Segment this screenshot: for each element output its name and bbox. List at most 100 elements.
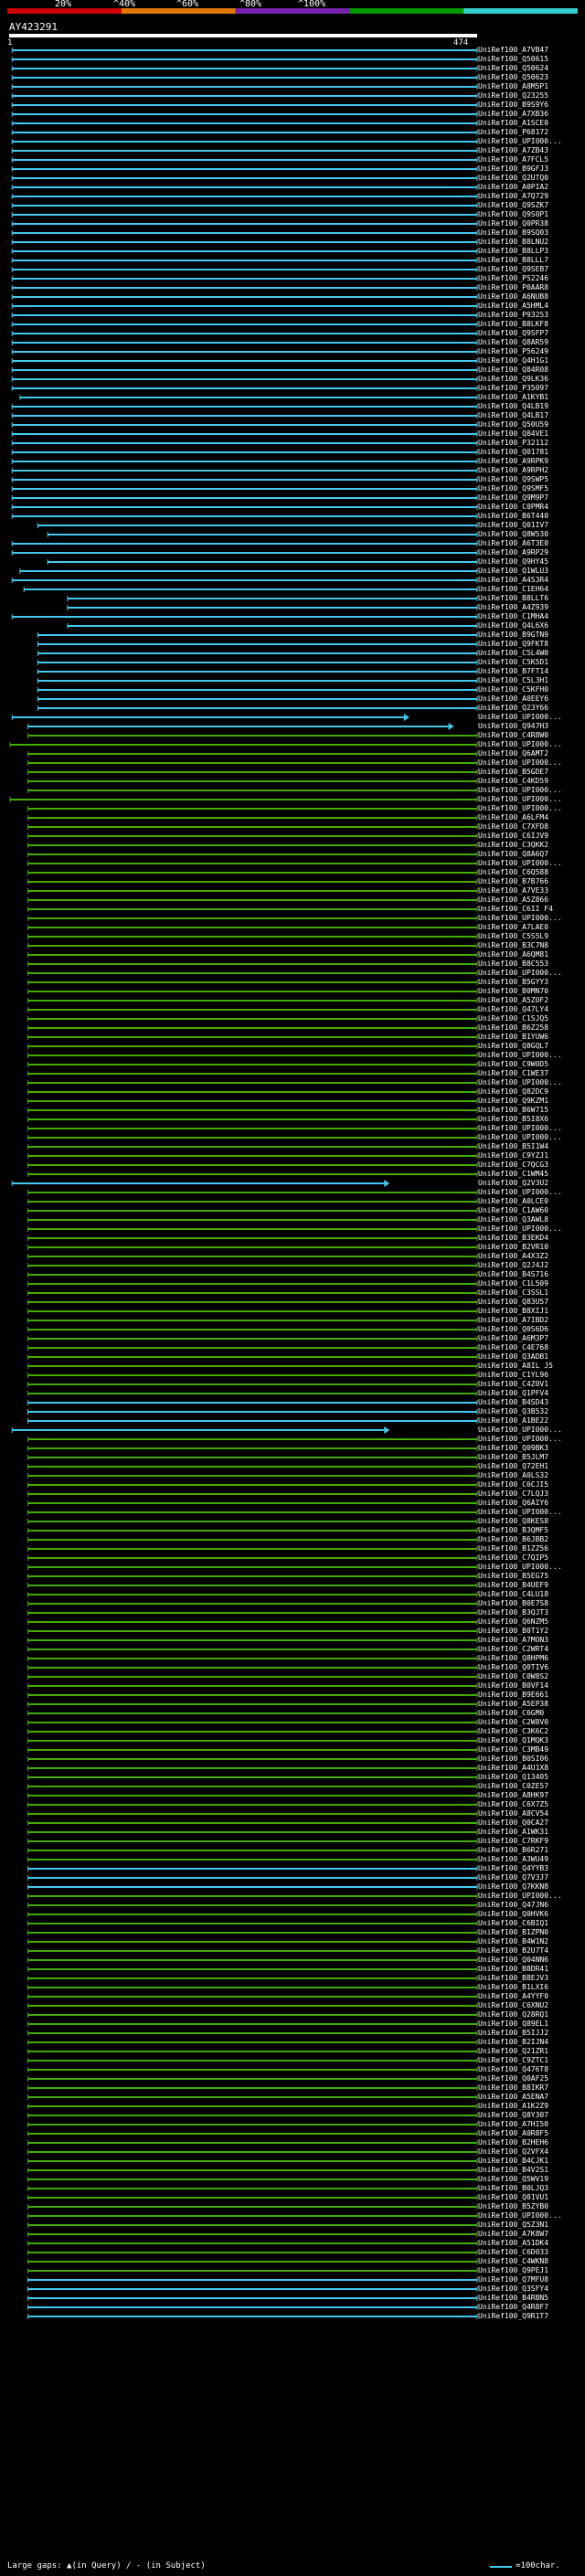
alignment-row[interactable]: [27, 1985, 478, 1990]
hit-label[interactable]: UniRef100_Q9M9P7: [478, 493, 549, 502]
hit-label[interactable]: UniRef100_Q8KES8: [478, 1517, 549, 1525]
hit-label[interactable]: UniRef100_B5JLM7: [478, 1453, 549, 1461]
hit-label[interactable]: UniRef100_A4Z939: [478, 603, 549, 611]
hit-label[interactable]: UniRef100_B7FT14: [478, 667, 549, 675]
hit-label[interactable]: UniRef100_C9YZJ1: [478, 1151, 549, 1160]
hit-label[interactable]: UniRef100_C4LU18: [478, 1590, 549, 1598]
alignment-row[interactable]: [27, 1108, 478, 1113]
alignment-row[interactable]: [11, 349, 478, 355]
hit-label[interactable]: UniRef100_Q47JN6: [478, 1901, 549, 1909]
hit-label[interactable]: UniRef100_UPI000...: [478, 804, 562, 812]
alignment-row[interactable]: [9, 797, 478, 802]
alignment-row[interactable]: [11, 157, 478, 163]
alignment-row[interactable]: [27, 2231, 478, 2237]
alignment-row[interactable]: [27, 1053, 478, 1058]
hit-label[interactable]: UniRef100_P32112: [478, 439, 549, 447]
alignment-row[interactable]: [37, 678, 478, 684]
hit-label[interactable]: UniRef100_A7XB36: [478, 110, 549, 118]
alignment-row[interactable]: [27, 2286, 478, 2292]
alignment-row[interactable]: [27, 1482, 478, 1488]
hit-label[interactable]: UniRef100_Q0HVK6: [478, 1910, 549, 1918]
hit-label[interactable]: UniRef100_Q8A6Q7: [478, 850, 549, 858]
alignment-row[interactable]: [27, 1281, 478, 1287]
alignment-row[interactable]: [27, 1418, 478, 1424]
alignment-row[interactable]: [27, 806, 478, 811]
hit-label[interactable]: UniRef100_C6IJV9: [478, 832, 549, 840]
hit-label[interactable]: UniRef100_C1SJQ5: [478, 1014, 549, 1023]
hit-label[interactable]: UniRef100_B9SQ03: [478, 228, 549, 237]
alignment-row[interactable]: [19, 395, 478, 400]
alignment-row[interactable]: [27, 1299, 478, 1305]
alignment-row[interactable]: [27, 1592, 478, 1597]
hit-label[interactable]: UniRef100_B8LLT6: [478, 594, 549, 602]
hit-label[interactable]: UniRef100_UPI000...: [478, 713, 562, 721]
hit-label[interactable]: UniRef100_B2U7T4: [478, 1946, 549, 1955]
hit-label[interactable]: UniRef100_B3QMF5: [478, 1526, 549, 1534]
alignment-row[interactable]: [11, 48, 478, 53]
alignment-row[interactable]: [11, 1180, 390, 1187]
alignment-row[interactable]: [27, 1190, 478, 1195]
alignment-row[interactable]: [27, 1199, 478, 1204]
hit-label[interactable]: UniRef100_Q01781: [478, 448, 549, 456]
hit-label[interactable]: UniRef100_C3QKK2: [478, 841, 549, 849]
hit-label[interactable]: UniRef100_B5I8X6: [478, 1115, 549, 1123]
hit-label[interactable]: UniRef100_A1K2Z9: [478, 2102, 549, 2110]
alignment-row[interactable]: [27, 1473, 478, 1479]
alignment-row[interactable]: [27, 2030, 478, 2036]
alignment-row[interactable]: [27, 2049, 478, 2054]
alignment-row[interactable]: [27, 2067, 478, 2072]
hit-label[interactable]: UniRef100_Q50623: [478, 73, 549, 81]
alignment-row[interactable]: [27, 970, 478, 976]
hit-label[interactable]: UniRef100_B8XIJ1: [478, 1307, 549, 1315]
hit-label[interactable]: UniRef100_Q2J4J2: [478, 1261, 549, 1269]
alignment-row[interactable]: [27, 989, 478, 994]
hit-label[interactable]: UniRef100_C5L3H1: [478, 676, 549, 684]
hit-label[interactable]: UniRef100_Q82DC9: [478, 1087, 549, 1096]
alignment-row[interactable]: [27, 897, 478, 903]
hit-label[interactable]: UniRef100_Q5Z3N1: [478, 2221, 549, 2229]
alignment-row[interactable]: [11, 75, 478, 80]
alignment-row[interactable]: [27, 1711, 478, 1716]
alignment-row[interactable]: [11, 440, 478, 446]
hit-label[interactable]: UniRef100_C6CJI5: [478, 1480, 549, 1489]
hit-label[interactable]: UniRef100_B0E7S8: [478, 1599, 549, 1607]
hit-label[interactable]: UniRef100_C1WE37: [478, 1069, 549, 1077]
hit-label[interactable]: UniRef100_Q5WV19: [478, 2175, 549, 2183]
hit-label[interactable]: UniRef100_Q9SZK7: [478, 201, 549, 209]
hit-label[interactable]: UniRef100_Q01IV7: [478, 521, 549, 529]
hit-label[interactable]: UniRef100_UPI000...: [478, 1563, 562, 1571]
alignment-row[interactable]: [27, 1583, 478, 1588]
alignment-row[interactable]: [11, 148, 478, 154]
alignment-row[interactable]: [27, 1793, 478, 1798]
hit-label[interactable]: UniRef100_C7LQJ3: [478, 1489, 549, 1498]
hit-label[interactable]: UniRef100_Q9SWP5: [478, 475, 549, 483]
hit-label[interactable]: UniRef100_Q21ZR1: [478, 2047, 549, 2055]
alignment-row[interactable]: [11, 303, 478, 309]
hit-label[interactable]: UniRef100_Q2V3U2: [478, 1179, 549, 1187]
hit-label[interactable]: UniRef100_C0ZE57: [478, 1782, 549, 1790]
hit-label[interactable]: UniRef100_Q72EH1: [478, 1462, 549, 1470]
alignment-row[interactable]: [27, 1491, 478, 1497]
alignment-row[interactable]: [11, 66, 478, 71]
alignment-row[interactable]: [27, 2131, 478, 2136]
alignment-row[interactable]: [27, 733, 478, 738]
hit-label[interactable]: UniRef100_C7RKF9: [478, 1837, 549, 1845]
hit-label[interactable]: UniRef100_Q9SFP7: [478, 329, 549, 337]
alignment-row[interactable]: [27, 2195, 478, 2200]
alignment-row[interactable]: [37, 669, 478, 674]
hit-label[interactable]: UniRef100_Q23255: [478, 91, 549, 100]
alignment-row[interactable]: [27, 1628, 478, 1634]
hit-label[interactable]: UniRef100_Q3SFY4: [478, 2284, 549, 2293]
hit-label[interactable]: UniRef100_C6XNU2: [478, 2001, 549, 2009]
alignment-row[interactable]: [11, 495, 478, 501]
hit-label[interactable]: UniRef100_A6NUB8: [478, 292, 549, 301]
alignment-row[interactable]: [27, 943, 478, 949]
hit-label[interactable]: UniRef100_B4UEF9: [478, 1581, 549, 1589]
hit-label[interactable]: UniRef100_Q3B532: [478, 1407, 549, 1415]
hit-label[interactable]: UniRef100_UPI000...: [478, 740, 562, 748]
alignment-row[interactable]: [27, 1692, 478, 1698]
hit-label[interactable]: UniRef100_Q8W530: [478, 530, 549, 538]
hit-label[interactable]: UniRef100_A1WK31: [478, 1828, 549, 1836]
alignment-row[interactable]: [27, 833, 478, 839]
alignment-row[interactable]: [27, 2012, 478, 2018]
